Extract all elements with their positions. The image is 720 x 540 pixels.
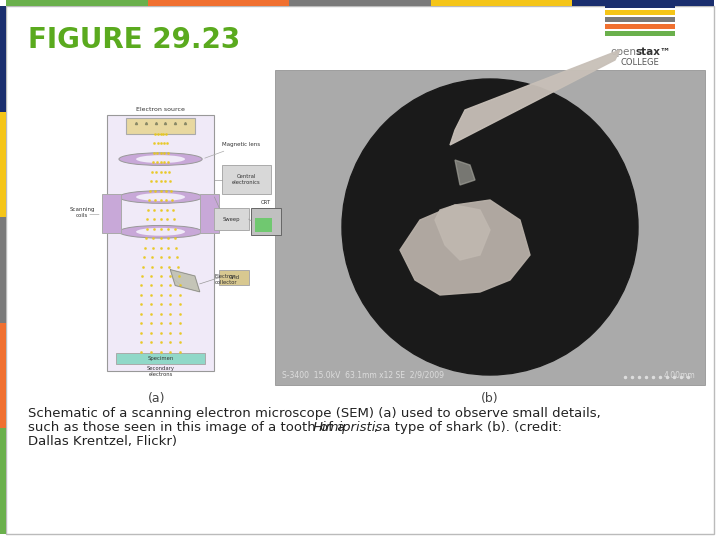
- Polygon shape: [455, 160, 475, 185]
- Ellipse shape: [119, 153, 202, 165]
- Bar: [275, 70, 705, 385]
- Bar: [126, 118, 195, 134]
- Bar: [255, 218, 272, 232]
- Text: Specimen: Specimen: [148, 356, 174, 361]
- Ellipse shape: [136, 193, 185, 201]
- Bar: [222, 165, 271, 194]
- Bar: [605, 17, 675, 22]
- Bar: [220, 269, 248, 286]
- Bar: [0, 6, 6, 112]
- Text: open: open: [610, 47, 636, 57]
- Text: Grid: Grid: [228, 275, 240, 280]
- Bar: [605, 10, 675, 15]
- Bar: [572, 0, 714, 6]
- FancyArrowPatch shape: [173, 278, 183, 287]
- Ellipse shape: [136, 155, 185, 163]
- Polygon shape: [435, 205, 490, 260]
- Text: COLLEGE: COLLEGE: [621, 58, 660, 67]
- Text: FIGURE 29.23: FIGURE 29.23: [28, 26, 240, 54]
- Bar: [605, 31, 675, 36]
- Bar: [605, 3, 675, 8]
- Bar: [148, 0, 289, 6]
- Bar: [0, 112, 6, 217]
- Text: , a type of shark (b). (credit:: , a type of shark (b). (credit:: [374, 421, 562, 434]
- Bar: [35, 70, 275, 385]
- Bar: [0, 428, 6, 534]
- Text: Dallas Krentzel, Flickr): Dallas Krentzel, Flickr): [28, 435, 177, 448]
- Text: 4.00mm: 4.00mm: [663, 371, 695, 380]
- Polygon shape: [400, 200, 530, 295]
- Text: such as those seen in this image of a tooth of a: such as those seen in this image of a to…: [28, 421, 349, 434]
- Bar: [102, 194, 122, 233]
- Bar: [0, 217, 6, 323]
- Ellipse shape: [119, 226, 202, 238]
- Ellipse shape: [136, 228, 185, 236]
- Ellipse shape: [119, 191, 202, 204]
- Bar: [0, 323, 6, 428]
- Polygon shape: [450, 50, 620, 145]
- Text: CRT: CRT: [261, 200, 271, 205]
- Text: S-3400  15.0kV  63.1mm x12 SE  2/9/2009: S-3400 15.0kV 63.1mm x12 SE 2/9/2009: [282, 371, 444, 380]
- Text: Schematic of a scanning electron microscope (SEM) (a) used to observe small deta: Schematic of a scanning electron microsc…: [28, 407, 600, 420]
- Text: Electron source: Electron source: [136, 107, 185, 112]
- Bar: [107, 115, 215, 371]
- Text: (a): (a): [148, 392, 166, 405]
- Text: stax™: stax™: [636, 47, 671, 57]
- Text: (b): (b): [481, 392, 499, 405]
- Bar: [431, 0, 572, 6]
- Text: Scanning
coils: Scanning coils: [69, 207, 95, 218]
- Bar: [251, 208, 281, 235]
- Text: Magnetic lens: Magnetic lens: [204, 143, 260, 158]
- Bar: [6, 0, 148, 6]
- Text: Himipristis: Himipristis: [313, 421, 383, 434]
- Text: Electron
collector: Electron collector: [215, 274, 237, 285]
- Bar: [215, 208, 248, 230]
- Bar: [605, 24, 675, 29]
- Text: Secondary
electrons: Secondary electrons: [147, 366, 174, 377]
- Bar: [199, 194, 220, 233]
- Circle shape: [342, 79, 638, 375]
- Bar: [289, 0, 431, 6]
- Text: Sweep: Sweep: [222, 217, 240, 221]
- Polygon shape: [171, 269, 199, 292]
- Text: Central
electronics: Central electronics: [232, 174, 261, 185]
- Bar: [117, 353, 204, 365]
